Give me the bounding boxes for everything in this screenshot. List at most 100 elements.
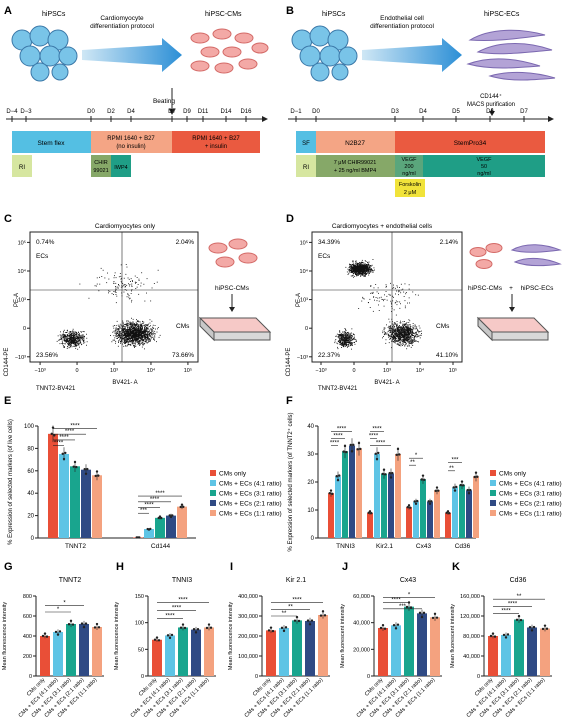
data-point <box>375 457 379 461</box>
flow-event <box>400 322 402 324</box>
flow-event <box>107 272 108 274</box>
flow-event <box>79 340 81 342</box>
flow-event <box>350 270 352 272</box>
flow-event <box>417 330 419 332</box>
flow-event <box>117 335 119 337</box>
flow-event <box>389 330 391 332</box>
flow-event <box>342 339 344 341</box>
flow-event <box>396 328 398 329</box>
a-day-label: D−3 <box>20 109 32 115</box>
flow-event <box>395 339 397 341</box>
flow-event <box>61 338 63 340</box>
flow-event <box>401 334 402 336</box>
flow-event <box>129 332 131 333</box>
flow-event <box>368 268 369 270</box>
flow-event <box>340 342 341 343</box>
flow-event <box>369 271 371 273</box>
flow-event <box>128 325 130 327</box>
flow-event <box>409 330 411 331</box>
flow-event <box>125 264 127 265</box>
flow-event <box>412 334 414 336</box>
y-tick-label: 120,000 <box>460 614 480 620</box>
flow-event <box>354 343 356 345</box>
flow-event <box>408 334 410 336</box>
b-seg-stempro <box>395 131 545 153</box>
flow-event <box>411 339 412 341</box>
flow-event <box>118 326 120 327</box>
flow-event <box>408 336 410 338</box>
flow-event <box>370 271 372 273</box>
flow-event <box>73 341 75 343</box>
flow-event <box>355 339 357 341</box>
data-point <box>267 629 271 632</box>
flow-event <box>133 340 135 342</box>
flow-event <box>138 336 140 337</box>
b-seg-vegf1-l2: 200 <box>404 164 413 170</box>
flow-event <box>66 339 68 340</box>
legend-label: CMs + ECs (4:1 ratio) <box>219 481 282 488</box>
flow-event <box>345 340 347 342</box>
flow-event <box>128 333 129 335</box>
flow-event <box>56 340 58 342</box>
flow-event <box>412 331 413 333</box>
flow-event <box>130 328 131 330</box>
flow-event <box>128 338 130 340</box>
flow-event <box>392 336 394 338</box>
flow-event <box>128 327 130 328</box>
flow-event <box>400 332 401 334</box>
flow-event <box>145 331 147 333</box>
flow-event <box>132 322 134 323</box>
b-day-label: D5 <box>452 109 460 115</box>
data-point <box>374 452 377 455</box>
flow-event <box>73 334 75 336</box>
flow-event <box>130 332 132 334</box>
bar <box>430 617 440 676</box>
flow-event <box>143 335 144 337</box>
flow-event <box>400 339 402 341</box>
flow-event <box>405 293 407 295</box>
flow-event <box>66 336 68 337</box>
flow-event <box>144 330 146 331</box>
flow-event <box>384 332 386 334</box>
flow-event <box>357 269 359 271</box>
flow-event <box>364 271 366 273</box>
flow-event <box>341 337 343 339</box>
flow-event <box>82 331 84 332</box>
flow-event <box>135 282 136 284</box>
flow-event <box>340 333 341 335</box>
flow-event <box>123 331 125 333</box>
flow-event <box>147 327 149 329</box>
flow-event <box>396 323 398 325</box>
flow-ytick-label: −10³ <box>15 355 26 361</box>
flow-event <box>75 344 76 345</box>
flow-ytick-label: 10³ <box>18 298 26 304</box>
flow-event <box>126 320 127 322</box>
flow-event <box>356 262 358 264</box>
flow-event <box>379 297 381 299</box>
flow-event <box>138 325 139 327</box>
data-point <box>69 619 73 623</box>
flow-event <box>353 336 355 338</box>
flow-event <box>352 338 353 340</box>
data-point <box>153 638 157 641</box>
y-tick-label: 60 <box>27 469 34 475</box>
bar <box>514 619 524 676</box>
flow-event <box>118 340 120 341</box>
flow-event <box>391 328 392 329</box>
flow-event <box>129 322 131 324</box>
flow-event <box>347 344 349 346</box>
data-point <box>194 631 198 634</box>
flow-event <box>352 268 354 270</box>
flow-event <box>139 344 140 346</box>
flow-event <box>403 328 405 330</box>
flow-event <box>154 336 156 338</box>
data-point <box>310 619 314 622</box>
flow-event <box>400 343 402 345</box>
flow-event <box>388 318 390 320</box>
flow-event <box>341 336 342 338</box>
flow-event <box>136 332 138 333</box>
flow-event <box>350 271 352 273</box>
bar <box>501 635 511 676</box>
flow-event <box>393 337 395 339</box>
flow-event <box>356 266 358 268</box>
